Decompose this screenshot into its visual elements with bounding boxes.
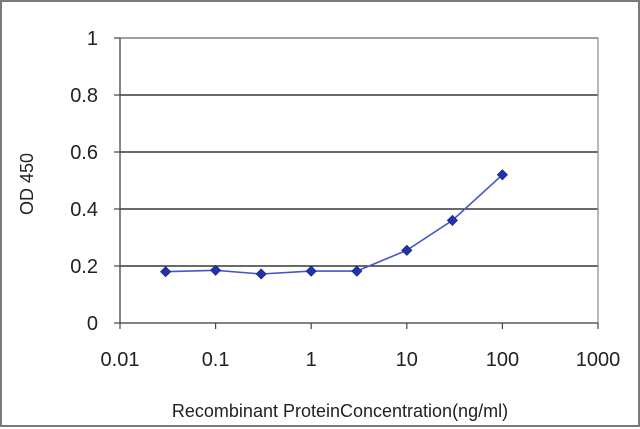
series-layer	[160, 169, 508, 280]
x-tick-label-4: 100	[486, 349, 519, 371]
data-point-0-2	[255, 268, 267, 280]
data-point-0-7	[496, 169, 508, 181]
y-tick-label-2: 0.4	[70, 199, 98, 221]
plot-area-frame	[119, 37, 599, 324]
y-tick-label-4: 0.8	[70, 85, 98, 107]
x-tick-label-1: 0.1	[202, 349, 230, 371]
y-tick-label-5: 1	[87, 28, 98, 50]
y-tick-label-0: 0	[87, 313, 98, 335]
data-point-0-4	[351, 265, 363, 277]
x-tick-label-3: 10	[396, 349, 418, 371]
data-point-0-5	[401, 244, 413, 256]
y-axis-label: OD 450	[17, 153, 37, 215]
y-tick-label-3: 0.6	[70, 142, 98, 164]
series-line-0	[165, 174, 503, 275]
data-point-0-0	[160, 266, 172, 278]
y-tick-label-1: 0.2	[70, 256, 98, 278]
data-point-0-1	[210, 264, 222, 276]
x-tick-label-2: 1	[306, 349, 317, 371]
x-axis-label: Recombinant ProteinConcentration(ng/ml)	[172, 401, 508, 421]
axes	[114, 37, 599, 329]
data-point-0-3	[305, 265, 317, 277]
x-tick-label-0: 0.01	[101, 349, 140, 371]
tick-labels: 0 0.2 0.4 0.6 0.8 1 0.01 0.1 1 10 100 1000	[70, 28, 620, 371]
gridlines	[120, 37, 598, 267]
data-point-0-6	[446, 214, 458, 226]
x-tick-label-5: 1000	[576, 349, 621, 371]
